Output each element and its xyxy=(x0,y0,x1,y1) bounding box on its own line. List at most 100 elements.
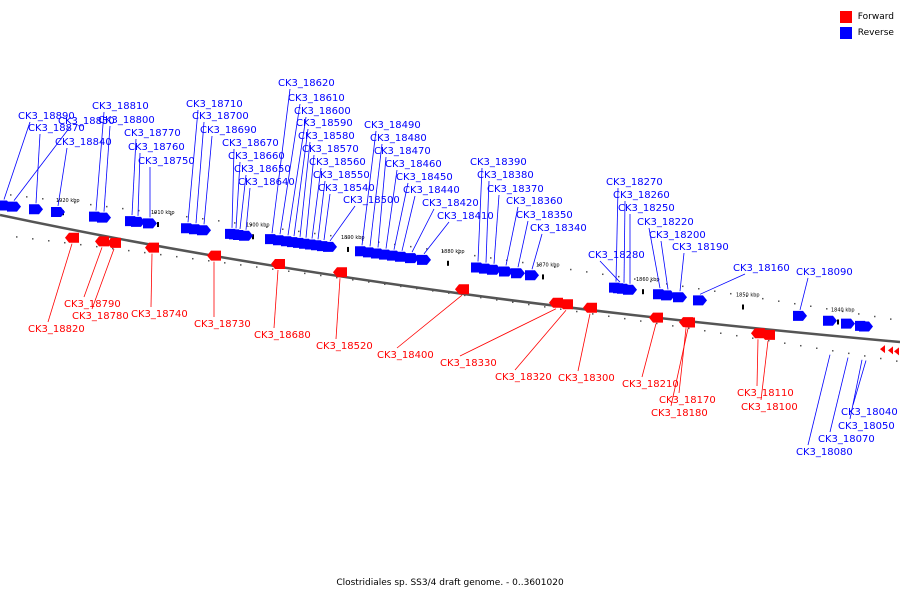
backbone-dot xyxy=(458,252,460,255)
backbone-dot xyxy=(848,352,850,355)
backbone-dot xyxy=(496,299,498,301)
leader-line xyxy=(493,194,500,264)
leader-line xyxy=(660,240,669,290)
forward-gene-label: CK3_18320 xyxy=(495,372,552,383)
backbone-dot xyxy=(864,355,866,357)
reverse-gene-label: CK3_18050 xyxy=(838,421,895,432)
reverse-gene-label: CK3_18580 xyxy=(298,131,355,142)
backbone-dot xyxy=(474,254,476,257)
reverse-gene-label: CK3_18040 xyxy=(841,407,898,418)
reverse-gene-arrow xyxy=(197,225,211,236)
reverse-gene-label: CK3_18550 xyxy=(313,170,370,181)
leader-line xyxy=(195,121,205,224)
forward-gene-label: CK3_18790 xyxy=(64,299,121,310)
leader-line xyxy=(799,277,809,311)
leader-line xyxy=(615,187,619,282)
forward-gene-label: CK3_18300 xyxy=(558,373,615,384)
reverse-gene-label: CK3_18090 xyxy=(796,267,853,278)
leader-line xyxy=(531,233,543,270)
leader-line xyxy=(83,247,103,298)
leader-line xyxy=(678,328,687,394)
reverse-gene-label: CK3_18460 xyxy=(385,159,442,170)
forward-gene-arrow xyxy=(559,299,573,310)
leader-line xyxy=(187,109,199,223)
leader-line xyxy=(287,116,307,236)
reverse-gene-label: CK3_18360 xyxy=(506,196,563,207)
legend-reverse-label: Reverse xyxy=(857,28,894,38)
backbone-dot xyxy=(410,245,412,248)
legend: Forward Reverse xyxy=(839,9,894,41)
reverse-gene-label: CK3_18270 xyxy=(606,177,663,188)
backbone-dot xyxy=(416,287,418,290)
reverse-gene-label: CK3_18840 xyxy=(55,137,112,148)
forward-gene-label: CK3_18400 xyxy=(377,350,434,361)
leader-line xyxy=(203,135,213,225)
reverse-gene-arrow xyxy=(613,283,627,294)
reverse-gene-label: CK3_18770 xyxy=(124,128,181,139)
backbone-dot xyxy=(250,224,252,226)
tick-mark xyxy=(347,246,349,252)
leader-line xyxy=(829,357,849,433)
backbone-dot xyxy=(480,296,482,299)
backbone-dot xyxy=(384,283,386,285)
reverse-gene-label: CK3_18590 xyxy=(296,118,353,129)
reverse-gene-arrow xyxy=(239,230,253,241)
leader-line xyxy=(137,152,141,216)
reverse-gene-label: CK3_18200 xyxy=(649,230,706,241)
reverse-gene-label: CK3_18710 xyxy=(186,99,243,110)
leader-line xyxy=(411,208,435,253)
backbone-dot xyxy=(714,290,716,292)
tick-mark xyxy=(252,234,254,240)
backbone-dot xyxy=(778,300,780,302)
genome-backbone xyxy=(0,213,900,344)
forward-gene-label: CK3_18820 xyxy=(28,324,85,335)
backbone-dot xyxy=(538,264,540,266)
forward-gene-label: CK3_18680 xyxy=(254,330,311,341)
reverse-gene-arrow xyxy=(487,264,501,275)
backbone-dot xyxy=(874,315,876,318)
forward-gene-label: CK3_18100 xyxy=(741,402,798,413)
backbone-dot xyxy=(272,268,274,270)
reverse-gene-label: CK3_18380 xyxy=(477,170,534,181)
backbone-dot xyxy=(608,315,610,318)
tick-mark xyxy=(742,304,744,310)
leader-line xyxy=(150,253,153,308)
reverse-gene-label: CK3_18480 xyxy=(370,133,427,144)
leader-line xyxy=(57,147,68,207)
reverse-gene-label: CK3_18700 xyxy=(192,111,249,122)
leader-line xyxy=(35,133,41,204)
leader-line xyxy=(47,243,73,323)
backbone-dot xyxy=(224,262,226,264)
backbone-dot xyxy=(42,198,44,200)
backbone-dot xyxy=(794,302,796,305)
reverse-gene-label: CK3_18690 xyxy=(200,125,257,136)
backbone-dot xyxy=(128,249,130,252)
forward-gene-arrow xyxy=(583,302,597,313)
backbone-dot xyxy=(464,294,466,297)
reverse-gene-label: CK3_18610 xyxy=(288,93,345,104)
reverse-gene-label: CK3_18620 xyxy=(278,78,335,89)
backbone-dot xyxy=(90,203,92,206)
leader-line xyxy=(807,354,831,446)
reverse-gene-label: CK3_18350 xyxy=(516,210,573,221)
reverse-gene-label: CK3_18800 xyxy=(98,115,155,126)
leader-line xyxy=(679,252,685,292)
leader-line xyxy=(599,260,621,283)
leader-line xyxy=(231,148,235,228)
leader-line xyxy=(235,161,241,229)
leader-line xyxy=(505,206,519,266)
leader-line xyxy=(335,278,341,340)
backbone-dot xyxy=(256,266,258,268)
reverse-gene-label: CK3_18390 xyxy=(470,157,527,168)
backbone-dot xyxy=(368,281,370,283)
forward-gene-label: CK3_18730 xyxy=(194,319,251,330)
leader-lines xyxy=(3,88,867,446)
reverse-gene-label: CK3_18640 xyxy=(238,177,295,188)
reverse-gene-arrow xyxy=(0,200,11,211)
leader-line xyxy=(459,308,557,357)
backbone-dot xyxy=(554,266,556,268)
reverse-gene-arrow xyxy=(855,320,869,331)
backbone-dot xyxy=(208,260,210,262)
reverse-gene-label: CK3_18850 xyxy=(58,116,115,127)
